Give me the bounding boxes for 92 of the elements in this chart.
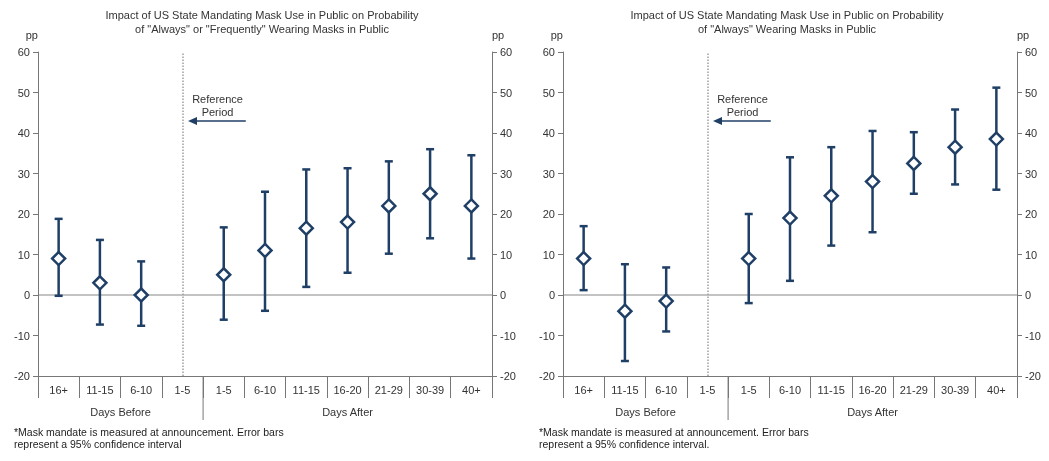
x-tick-label: 6-10 xyxy=(253,383,277,396)
y-tick-label: 50 xyxy=(17,86,30,99)
point xyxy=(92,275,108,291)
y2-tick-label: 10 xyxy=(500,248,513,261)
x-tick-label: 11-15 xyxy=(86,383,114,396)
x-tick-label: 16-20 xyxy=(333,383,362,396)
x-tick-label: 16-20 xyxy=(858,383,887,396)
y2-axis-title: pp xyxy=(1017,28,1030,41)
point xyxy=(906,155,922,172)
point xyxy=(339,214,356,230)
y-tick-label: 50 xyxy=(542,86,555,99)
text: Days Before xyxy=(615,405,676,418)
y-tick-label: -10 xyxy=(14,329,30,342)
text: Days Before xyxy=(90,405,151,418)
ref-line-label: Reference Period xyxy=(717,93,768,118)
x-tick-label: 16+ xyxy=(574,383,593,396)
y2-tick-label: 0 xyxy=(500,289,507,301)
point xyxy=(133,287,149,303)
point xyxy=(463,198,480,214)
y2-tick-label: 40 xyxy=(500,127,513,139)
x-tick-label: 11-15 xyxy=(817,383,845,396)
x-tick-label: 1-5 xyxy=(740,383,757,396)
y-tick-label: 30 xyxy=(542,167,555,180)
point xyxy=(617,303,633,319)
x-tick-label: 21-29 xyxy=(374,383,403,396)
y-tick-label: 30 xyxy=(17,167,30,180)
text: *Mask mandate is measured at announcement. Error bars represent a 95% confidence interval. xyxy=(539,426,812,450)
point xyxy=(257,242,273,259)
x-tick-label: 1-5 xyxy=(174,383,191,396)
point xyxy=(215,267,232,283)
x-tick-label: 11-15 xyxy=(292,383,320,396)
y2-tick-label: 20 xyxy=(1025,208,1038,220)
point xyxy=(823,188,840,204)
y-tick-label: 60 xyxy=(17,46,30,58)
y2-tick-label: 60 xyxy=(500,46,513,58)
x-tick-label: 40+ xyxy=(462,383,481,396)
y-tick-label: 20 xyxy=(542,208,555,220)
y-axis-title: pp xyxy=(550,28,563,41)
y2-tick-label: -10 xyxy=(500,329,516,342)
point xyxy=(422,186,438,202)
y2-tick-label: 50 xyxy=(1025,86,1038,99)
point xyxy=(782,210,798,226)
text: Days After xyxy=(322,405,374,418)
chart-title: Impact of US State Mandating Mask Use in Public on Probability of "Always" Wearing Masks in Public xyxy=(630,9,945,35)
y2-tick-label: -20 xyxy=(1025,370,1041,382)
text: *Mask mandate is measured at announcement. Error bars represent a 95% confidence interval xyxy=(14,426,287,450)
y2-tick-label: 30 xyxy=(1025,167,1038,180)
x-tick-label: 1-5 xyxy=(215,383,232,396)
x-tick-label: 40+ xyxy=(987,383,1006,396)
y-tick-label: -10 xyxy=(539,329,555,342)
y-tick-label: 0 xyxy=(548,289,555,301)
x-tick-label: 11-15 xyxy=(611,383,639,396)
y-tick-label: 40 xyxy=(17,127,30,139)
y2-tick-label: 50 xyxy=(500,86,513,99)
y-tick-label: -20 xyxy=(539,370,555,382)
y-tick-label: 10 xyxy=(17,248,30,261)
ref-line-label: Reference Period xyxy=(192,93,243,118)
x-tick-label: 1-5 xyxy=(699,383,716,396)
x-tick-label: 6-10 xyxy=(130,383,153,396)
y2-axis-title: pp xyxy=(492,28,505,41)
y-tick-label: 40 xyxy=(542,127,555,139)
chart-title: Impact of US State Mandating Mask Use in Public on Probability of "Always" or "Frequently" Wearing Masks in Public xyxy=(105,9,420,35)
x-tick-label: 21-29 xyxy=(899,383,928,396)
y2-tick-label: -10 xyxy=(1025,329,1041,342)
x-tick-label: 16+ xyxy=(49,383,68,396)
point xyxy=(947,139,963,155)
point xyxy=(740,250,757,267)
y-tick-label: 0 xyxy=(23,289,30,301)
point xyxy=(50,250,67,267)
y2-tick-label: 60 xyxy=(1025,46,1038,58)
point xyxy=(298,220,315,236)
x-tick-label: 30-39 xyxy=(941,383,970,396)
point xyxy=(988,131,1005,147)
text: Days After xyxy=(847,405,899,418)
x-tick-label: 30-39 xyxy=(416,383,445,396)
x-tick-label: 6-10 xyxy=(778,383,802,396)
y2-tick-label: -20 xyxy=(500,370,516,382)
point xyxy=(864,173,881,190)
y2-tick-label: 30 xyxy=(500,167,513,180)
y2-tick-label: 10 xyxy=(1025,248,1038,261)
y-tick-label: -20 xyxy=(14,370,30,382)
y2-tick-label: 20 xyxy=(500,208,513,220)
y-tick-label: 20 xyxy=(17,208,30,220)
point xyxy=(575,250,592,267)
point xyxy=(381,198,397,214)
y-axis-title: pp xyxy=(25,28,38,41)
y-tick-label: 60 xyxy=(542,46,555,58)
point xyxy=(658,293,674,309)
y-tick-label: 10 xyxy=(542,248,555,261)
x-tick-label: 6-10 xyxy=(655,383,678,396)
y2-tick-label: 40 xyxy=(1025,127,1038,139)
y2-tick-label: 0 xyxy=(1025,289,1032,301)
